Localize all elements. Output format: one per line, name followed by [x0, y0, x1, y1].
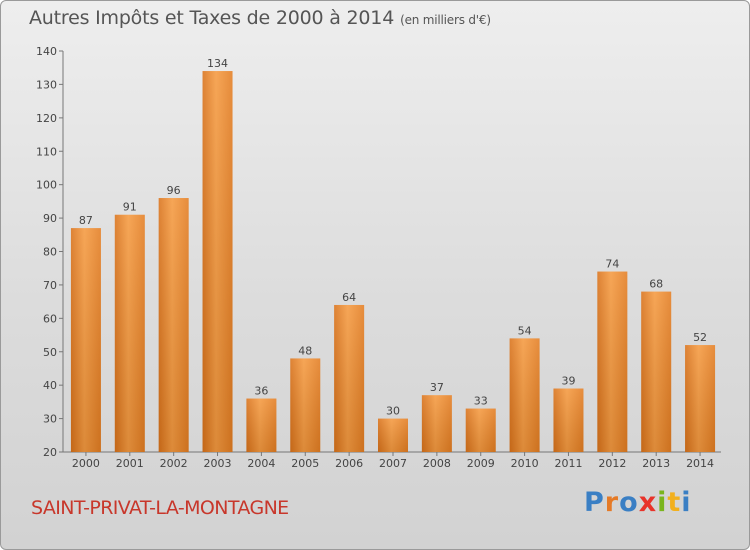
- logo-letter: o: [619, 487, 639, 518]
- bar-shade-2005: [290, 358, 321, 452]
- x-tick-label-2011: 2011: [554, 457, 582, 470]
- x-tick-label-2005: 2005: [291, 457, 319, 470]
- x-tick-label-2007: 2007: [379, 457, 407, 470]
- y-tick-label: 120: [36, 112, 57, 125]
- x-tick-label-2001: 2001: [116, 457, 144, 470]
- y-tick-label: 60: [43, 312, 57, 325]
- y-tick-label: 90: [43, 212, 57, 225]
- y-tick-label: 20: [43, 446, 57, 459]
- y-tick-label: 30: [43, 413, 57, 426]
- data-label-2003: 134: [207, 57, 228, 70]
- x-tick-label-2004: 2004: [247, 457, 275, 470]
- data-label-2010: 54: [518, 324, 532, 337]
- data-label-2011: 39: [561, 375, 575, 388]
- x-tick-label-2013: 2013: [642, 457, 670, 470]
- data-label-2012: 74: [605, 258, 619, 271]
- y-tick-label: 50: [43, 346, 57, 359]
- bar-shade-2001: [114, 214, 145, 452]
- chart-title-main: Autres Impôts et Taxes de 2000 à 2014: [29, 7, 395, 29]
- place-name: SAINT-PRIVAT-LA-MONTAGNE: [31, 497, 289, 519]
- bar-shade-2010: [509, 338, 540, 452]
- logo-letter: x: [638, 487, 658, 518]
- bar-shade-2000: [70, 228, 101, 452]
- logo-letter: r: [604, 487, 620, 518]
- data-label-2001: 91: [123, 201, 137, 214]
- chart-title: Autres Impôts et Taxes de 2000 à 2014 (en…: [29, 7, 491, 29]
- data-label-2005: 48: [298, 344, 312, 357]
- data-label-2006: 64: [342, 291, 356, 304]
- data-label-2002: 96: [167, 184, 181, 197]
- y-tick-label: 40: [43, 379, 57, 392]
- bar-shade-2008: [421, 395, 452, 452]
- data-label-2000: 87: [79, 214, 93, 227]
- bar-shade-2011: [553, 388, 584, 452]
- bar-shade-2012: [597, 271, 628, 452]
- bar-shade-2007: [378, 418, 408, 452]
- y-tick-label: 80: [43, 246, 57, 259]
- y-tick-label: 130: [36, 78, 57, 91]
- x-tick-label-2003: 2003: [204, 457, 232, 470]
- bar-shade-2014: [685, 345, 716, 452]
- y-tick-label: 110: [36, 145, 57, 158]
- x-tick-label-2000: 2000: [72, 457, 100, 470]
- y-tick-label: 70: [43, 279, 57, 292]
- data-label-2009: 33: [474, 395, 488, 408]
- data-label-2013: 68: [649, 278, 663, 291]
- y-tick-label: 100: [36, 179, 57, 192]
- data-label-2004: 36: [254, 385, 268, 398]
- proxiti-logo[interactable]: Proxiti: [584, 487, 692, 518]
- y-tick-label: 140: [36, 45, 57, 58]
- x-tick-label-2008: 2008: [423, 457, 451, 470]
- x-tick-label-2006: 2006: [335, 457, 363, 470]
- logo-letter: i: [681, 487, 692, 518]
- logo-letter: P: [584, 487, 605, 518]
- x-tick-label-2009: 2009: [467, 457, 495, 470]
- bar-shade-2013: [641, 291, 672, 452]
- x-tick-label-2012: 2012: [598, 457, 626, 470]
- x-tick-label-2010: 2010: [511, 457, 539, 470]
- logo-letter: i: [657, 487, 668, 518]
- data-label-2014: 52: [693, 331, 707, 344]
- bar-shade-2003: [202, 71, 233, 453]
- logo-letter: t: [667, 487, 682, 518]
- x-tick-label-2002: 2002: [160, 457, 188, 470]
- bar-shade-2006: [334, 304, 365, 452]
- bar-shade-2002: [158, 198, 189, 452]
- bar-shade-2004: [246, 398, 277, 452]
- chart-subtitle: (en milliers d'€): [400, 13, 491, 27]
- x-tick-label-2014: 2014: [686, 457, 714, 470]
- bar-shade-2009: [465, 408, 496, 452]
- data-label-2007: 30: [386, 405, 400, 418]
- data-label-2008: 37: [430, 381, 444, 394]
